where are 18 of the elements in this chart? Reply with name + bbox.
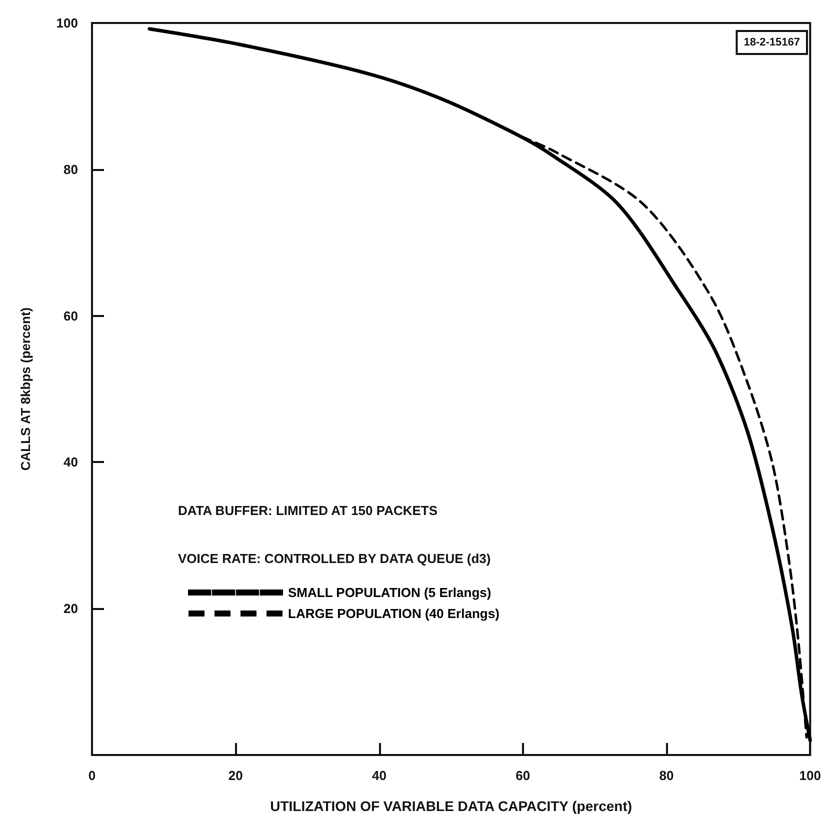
x-tick-label: 60 xyxy=(516,768,530,783)
y-tick-label: 80 xyxy=(64,162,78,177)
annotation: VOICE RATE: CONTROLLED BY DATA QUEUE (d3) xyxy=(178,551,491,566)
x-tick-label: 0 xyxy=(88,768,96,783)
annotation: 18-2-15167 xyxy=(744,36,800,48)
y-tick-label: 100 xyxy=(56,16,78,30)
y-axis-title: CALLS AT 8kbps (percent) xyxy=(18,307,33,471)
x-tick-label: 80 xyxy=(659,768,674,783)
y-tick-label: 60 xyxy=(64,308,78,324)
x-tick-label: 100 xyxy=(799,768,822,783)
legend-label: SMALL POPULATION (5 Erlangs) xyxy=(288,585,492,600)
y-tick-label: 40 xyxy=(64,454,78,470)
legend-label: LARGE POPULATION (40 Erlangs) xyxy=(288,606,500,621)
annotation: DATA BUFFER: LIMITED AT 150 PACKETS xyxy=(178,503,438,518)
x-axis-title: UTILIZATION OF VARIABLE DATA CAPACITY (percent) xyxy=(270,798,632,814)
x-tick-label: 40 xyxy=(372,768,386,783)
x-tick-label: 20 xyxy=(228,768,243,783)
y-tick-label: 20 xyxy=(64,601,78,616)
